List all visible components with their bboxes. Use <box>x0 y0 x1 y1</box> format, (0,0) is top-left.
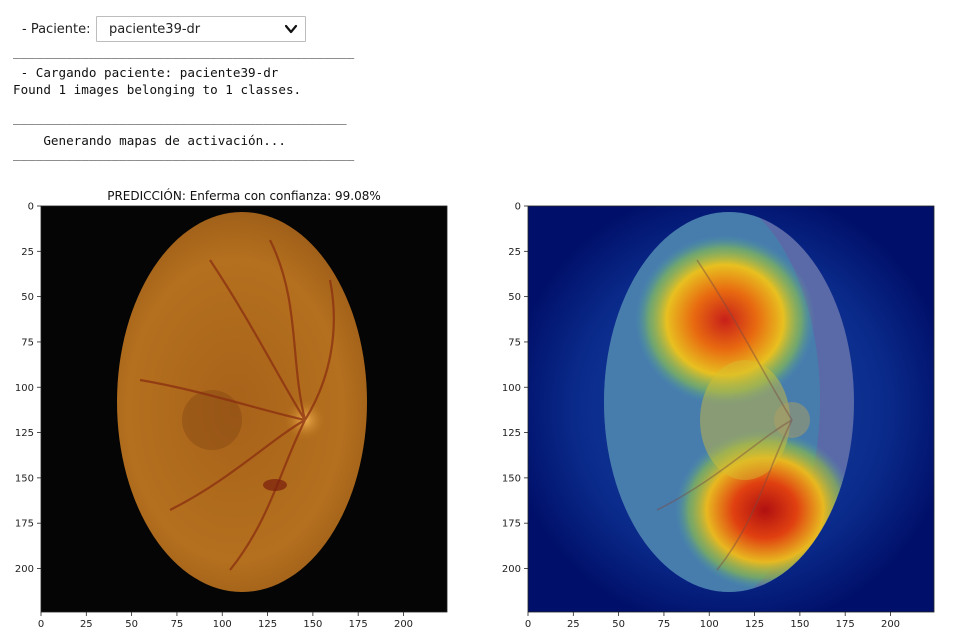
patient-dropdown[interactable]: paciente39-dr <box>96 16 306 42</box>
prediction-figure: PREDICCIÓN: Enferma con confianza: 99.08… <box>15 188 935 630</box>
y-tick-label: 50 <box>21 292 34 303</box>
console-loading-line: - Cargando paciente: paciente39-dr <box>13 65 279 80</box>
x-tick-label: 100 <box>213 619 232 630</box>
y-tick-label: 100 <box>15 383 34 394</box>
y-tick-label: 0 <box>28 202 34 213</box>
y-tick-label: 0 <box>515 202 521 213</box>
x-tick-label: 200 <box>394 619 413 630</box>
chevron-down-icon <box>284 24 298 34</box>
y-tick-label: 125 <box>502 428 521 439</box>
y-tick-label: 25 <box>21 247 34 258</box>
fundus-image-panel: 0 25 50 75 100 125 150 175 200 0 25 50 75 100 125 150 1… <box>15 202 448 630</box>
x-tick-label: 25 <box>567 619 580 630</box>
x-tick-label: 50 <box>612 619 625 630</box>
x-tick-label: 125 <box>258 619 277 630</box>
fundus-retina-image <box>117 212 367 592</box>
left-y-axis: 0 25 50 75 100 125 150 175 200 <box>15 202 41 575</box>
y-tick-label: 25 <box>508 247 521 258</box>
y-tick-label: 75 <box>21 337 34 348</box>
console-separator-2: ________________________________________… <box>13 110 347 125</box>
x-tick-label: 200 <box>881 619 900 630</box>
left-x-axis: 0 25 50 75 100 125 150 175 200 <box>38 205 448 630</box>
y-tick-label: 175 <box>15 519 34 530</box>
axes-frame <box>527 205 935 613</box>
y-tick-label: 150 <box>15 473 34 484</box>
heatmap-image-panel: 0 25 50 75 100 125 150 175 200 0 25 50 75 100 125 150 1… <box>502 202 935 630</box>
y-tick-label: 200 <box>502 564 521 575</box>
console-separator-3: ________________________________________… <box>13 146 355 161</box>
gradcam-heatmap-overlay <box>604 212 854 592</box>
x-tick-label: 175 <box>836 619 855 630</box>
x-tick-label: 125 <box>745 619 764 630</box>
console-found-line: Found 1 images belonging to 1 classes. <box>13 82 302 97</box>
right-y-axis: 0 25 50 75 100 125 150 175 200 <box>502 202 528 575</box>
axes-frame <box>40 205 448 613</box>
y-tick-label: 200 <box>15 564 34 575</box>
x-tick-label: 75 <box>171 619 184 630</box>
x-tick-label: 100 <box>700 619 719 630</box>
plot-title: PREDICCIÓN: Enferma con confianza: 99.08… <box>107 188 381 203</box>
y-tick-label: 50 <box>508 292 521 303</box>
y-tick-label: 100 <box>502 383 521 394</box>
patient-selector: - Paciente: paciente39-dr <box>22 15 306 43</box>
console-generating-line: Generando mapas de activación... <box>13 133 286 148</box>
x-tick-label: 175 <box>349 619 368 630</box>
patient-dropdown-value: paciente39-dr <box>109 22 201 37</box>
x-tick-label: 75 <box>658 619 671 630</box>
x-tick-label: 150 <box>303 619 322 630</box>
x-tick-label: 0 <box>525 619 531 630</box>
y-tick-label: 125 <box>15 428 34 439</box>
x-tick-label: 150 <box>790 619 809 630</box>
x-tick-label: 50 <box>125 619 138 630</box>
console-separator-1: ________________________________________… <box>13 44 355 59</box>
y-tick-label: 175 <box>502 519 521 530</box>
y-tick-label: 75 <box>508 337 521 348</box>
right-x-axis: 0 25 50 75 100 125 150 175 200 <box>525 205 935 630</box>
y-tick-label: 150 <box>502 473 521 484</box>
x-tick-label: 0 <box>38 619 44 630</box>
x-tick-label: 25 <box>80 619 93 630</box>
patient-selector-label: - Paciente: <box>22 21 91 37</box>
